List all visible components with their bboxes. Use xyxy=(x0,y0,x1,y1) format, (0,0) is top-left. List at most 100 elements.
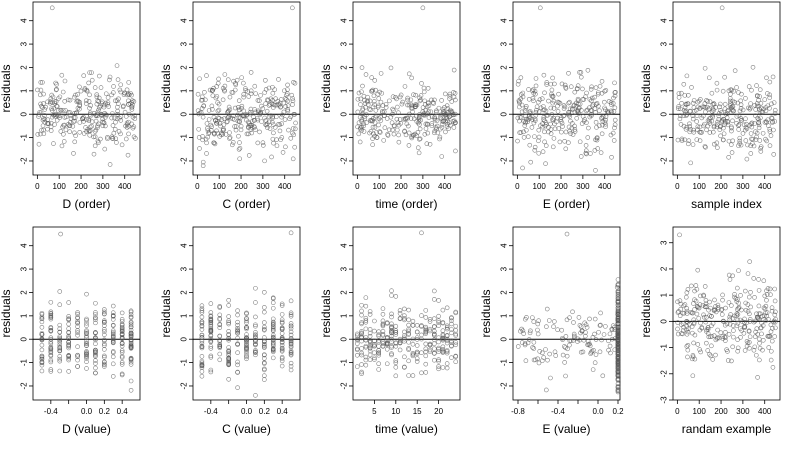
residual-point xyxy=(694,304,700,310)
residual-point xyxy=(279,331,285,336)
residual-point xyxy=(440,365,446,370)
residual-point xyxy=(102,318,107,323)
residual-point xyxy=(75,98,80,104)
residual-point xyxy=(39,337,45,343)
residual-point xyxy=(48,369,54,374)
residual-point xyxy=(449,99,455,104)
residual-point xyxy=(698,349,703,355)
residual-point xyxy=(208,310,214,315)
residual-point xyxy=(378,99,384,105)
residual-point xyxy=(414,133,419,138)
residual-point xyxy=(426,103,432,109)
residual-point xyxy=(88,113,93,119)
residual-point xyxy=(709,323,714,329)
residual-point xyxy=(84,359,89,365)
residual-point xyxy=(577,70,582,75)
residual-point xyxy=(695,99,701,105)
residual-point xyxy=(453,340,459,345)
residual-point xyxy=(110,310,116,315)
residual-point xyxy=(281,100,287,106)
residual-point xyxy=(572,123,577,129)
residual-point xyxy=(406,328,411,334)
residual-point xyxy=(521,135,527,140)
residual-point xyxy=(91,134,96,140)
residual-point xyxy=(762,120,768,125)
residual-point xyxy=(432,324,437,329)
residual-point xyxy=(57,368,63,374)
residual-point xyxy=(745,271,751,276)
residual-point xyxy=(408,116,414,121)
residual-point xyxy=(236,147,242,152)
residual-point xyxy=(716,113,722,119)
residual-point xyxy=(410,341,416,347)
residual-point xyxy=(233,124,239,129)
residual-point xyxy=(693,283,699,288)
residual-point xyxy=(579,328,585,333)
residual-point xyxy=(527,142,533,148)
y-tick-label: 4 xyxy=(660,18,669,23)
residual-point xyxy=(608,108,614,114)
residual-point xyxy=(402,329,407,335)
residual-point xyxy=(91,111,97,116)
residual-point xyxy=(523,116,529,122)
x-axis-label: D (order) xyxy=(62,197,110,211)
residual-point xyxy=(722,74,727,80)
residual-point xyxy=(738,118,744,123)
residual-point xyxy=(758,149,764,154)
residual-point xyxy=(126,91,131,97)
residual-point xyxy=(711,141,717,147)
residual-point xyxy=(675,299,680,305)
residual-point xyxy=(697,106,702,111)
residual-point xyxy=(58,129,64,134)
residual-point xyxy=(530,96,536,101)
residual-point xyxy=(270,340,276,346)
residual-point xyxy=(522,342,528,348)
y-tick-label: 3 xyxy=(340,41,349,46)
residual-point xyxy=(226,303,231,308)
residual-point xyxy=(207,87,213,93)
residual-point xyxy=(49,92,55,98)
residual-point xyxy=(213,95,219,101)
residual-point xyxy=(357,139,363,145)
residual-point xyxy=(580,349,586,355)
residual-point xyxy=(230,116,236,121)
residual-point xyxy=(236,133,241,139)
residual-point xyxy=(703,298,709,303)
residual-point xyxy=(400,99,406,105)
residual-point xyxy=(429,121,435,126)
residual-point xyxy=(102,353,107,359)
residual-point xyxy=(771,100,777,105)
residual-point xyxy=(768,348,774,354)
plot-frame xyxy=(672,1,781,176)
residual-point xyxy=(771,319,776,325)
residual-point xyxy=(747,259,752,264)
residual-point xyxy=(208,329,214,335)
residual-point xyxy=(600,119,606,124)
residual-point xyxy=(270,295,276,301)
residual-point xyxy=(364,120,369,125)
residual-point xyxy=(354,347,360,353)
residual-point xyxy=(359,308,364,314)
residual-point xyxy=(767,333,773,339)
residual-point xyxy=(690,373,696,379)
residual-point xyxy=(237,145,243,151)
residual-point xyxy=(431,101,436,106)
residual-point xyxy=(107,74,113,80)
residual-point xyxy=(270,355,276,361)
residual-point xyxy=(68,113,74,118)
residual-point xyxy=(579,121,585,126)
residual-point xyxy=(702,284,708,289)
residual-point xyxy=(236,107,242,113)
y-tick-label: 4 xyxy=(500,243,509,248)
residual-point xyxy=(767,286,773,292)
residual-point xyxy=(440,328,446,334)
residual-point xyxy=(110,339,116,345)
residual-point xyxy=(768,322,774,328)
residual-point xyxy=(411,92,416,98)
residual-point xyxy=(417,122,422,127)
residual-point xyxy=(444,325,450,330)
y-tick-label: 4 xyxy=(20,18,29,23)
residual-point xyxy=(715,302,721,308)
residual-point xyxy=(695,127,700,132)
residual-point xyxy=(237,140,242,145)
